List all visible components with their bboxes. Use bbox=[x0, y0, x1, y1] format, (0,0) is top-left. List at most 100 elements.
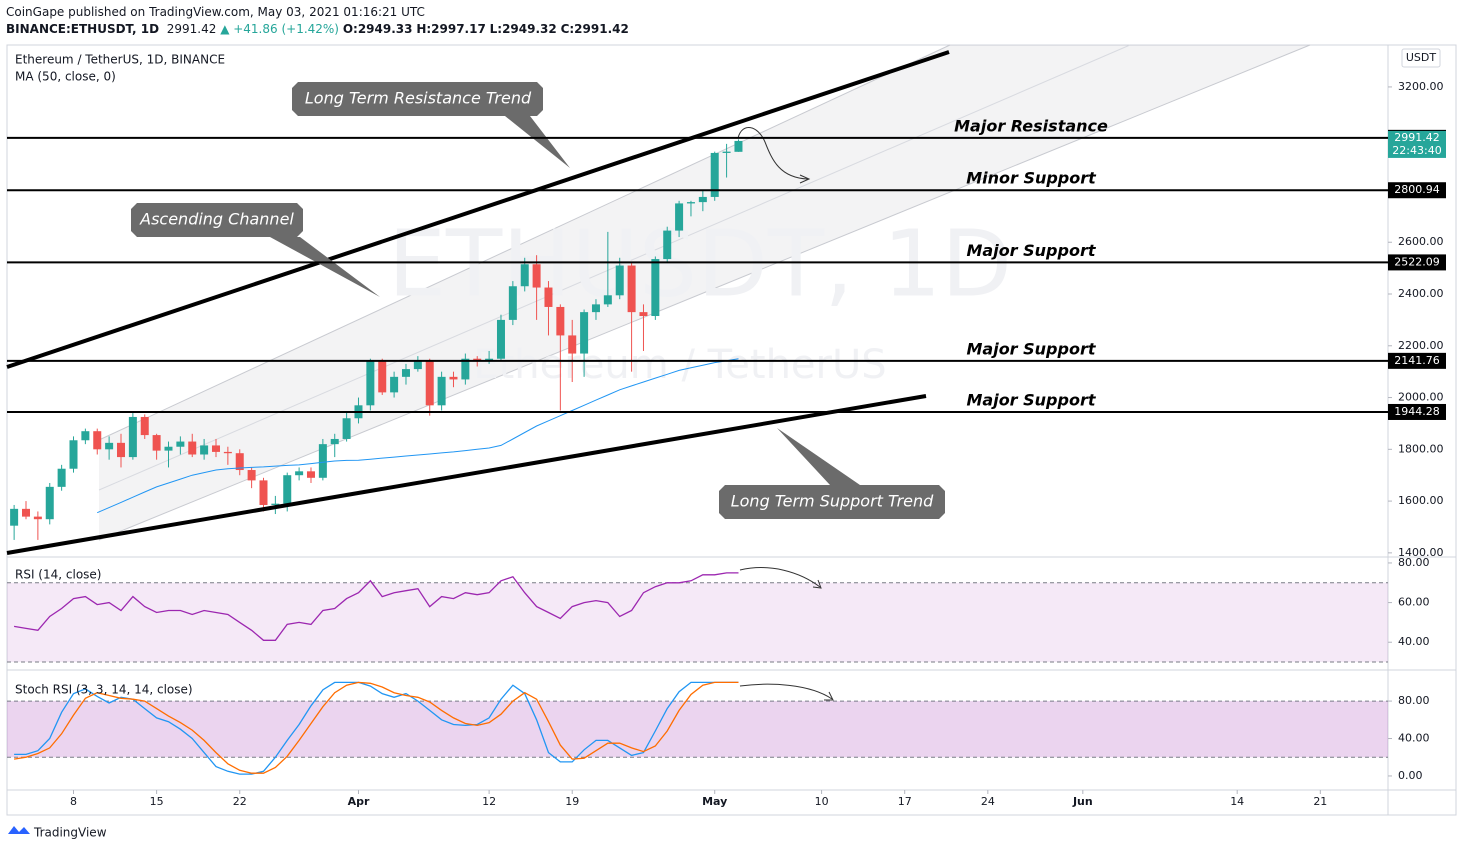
candle-body bbox=[152, 435, 161, 451]
high: H:2997.17 bbox=[416, 22, 486, 36]
arrow-head bbox=[824, 691, 834, 701]
x-tick-label: Jun bbox=[1072, 795, 1093, 808]
y-tick-label: 3200.00 bbox=[1398, 80, 1444, 93]
candle-body bbox=[69, 440, 78, 469]
candle-body bbox=[461, 358, 470, 380]
candle-body bbox=[556, 306, 565, 336]
candle-body bbox=[318, 444, 327, 478]
callout-box bbox=[131, 203, 380, 297]
last-price: 2991.42 bbox=[166, 22, 217, 36]
candle-body bbox=[211, 445, 220, 452]
candle-body bbox=[21, 508, 30, 517]
projection-arrow bbox=[739, 683, 833, 700]
x-tick-label: Apr bbox=[348, 795, 370, 808]
candle-body bbox=[390, 376, 399, 393]
logo-icon bbox=[8, 826, 30, 834]
candle-body bbox=[437, 376, 446, 406]
x-tick-label: 17 bbox=[898, 795, 912, 808]
arrow-head bbox=[812, 579, 822, 589]
frame bbox=[6, 44, 1457, 816]
x-tick-label: 14 bbox=[1230, 795, 1244, 808]
candle-body bbox=[686, 202, 695, 204]
candle-body bbox=[10, 508, 19, 526]
level-name: Major Support bbox=[966, 339, 1096, 358]
projection-arrow bbox=[737, 127, 809, 180]
countdown: 22:43:40 bbox=[1392, 144, 1441, 157]
currency-badge bbox=[1401, 48, 1441, 68]
x-tick-label: 15 bbox=[150, 795, 164, 808]
x-tick-label: 12 bbox=[482, 795, 496, 808]
logo-text: TradingView bbox=[33, 826, 107, 840]
publisher: CoinGape published on TradingView.com, M… bbox=[6, 5, 425, 19]
y-tick-label: 80.00 bbox=[1398, 694, 1430, 707]
last-price-badge bbox=[1388, 130, 1446, 158]
chart-title: Ethereum / TetherUS, 1D, BINANCE bbox=[15, 53, 225, 67]
candle-body bbox=[378, 361, 387, 393]
x-tick-label: May bbox=[702, 795, 727, 808]
candle-body bbox=[401, 369, 410, 377]
candle-body bbox=[45, 486, 54, 520]
candle-body bbox=[116, 442, 125, 458]
candle-body bbox=[663, 230, 672, 260]
candle-body bbox=[57, 468, 66, 487]
candle-body bbox=[235, 453, 244, 471]
resistance-trend-line bbox=[6, 50, 950, 369]
y-tick-label: 1600.00 bbox=[1398, 494, 1444, 507]
candle-body bbox=[330, 438, 339, 445]
marks-layer bbox=[10, 139, 743, 775]
candle-body bbox=[223, 451, 232, 454]
candle-body bbox=[591, 304, 600, 313]
support-trend-line bbox=[6, 394, 927, 555]
y-tick-label: 40.00 bbox=[1398, 732, 1430, 745]
candle-body bbox=[425, 361, 434, 406]
candle-body bbox=[342, 418, 351, 439]
callout-text: Long Term Support Trend bbox=[731, 492, 934, 511]
y-tick-label: 2000.00 bbox=[1398, 391, 1444, 404]
candle-body bbox=[520, 264, 529, 287]
ma-legend: MA (50, close, 0) bbox=[15, 70, 116, 84]
candle-body bbox=[544, 287, 553, 307]
callout-box bbox=[719, 428, 945, 519]
indicator-line bbox=[13, 681, 739, 774]
indicator-line bbox=[13, 572, 739, 641]
channel-edge bbox=[98, 44, 951, 441]
candle-body bbox=[33, 516, 42, 520]
y-tick-label: 1800.00 bbox=[1398, 442, 1444, 455]
header: CoinGape published on TradingView.com, M… bbox=[6, 4, 629, 38]
candle-body bbox=[200, 445, 209, 455]
level-price: 2522.09 bbox=[1394, 255, 1440, 268]
watermark: ETHUSDT, 1D bbox=[388, 210, 1012, 317]
candle-body bbox=[176, 441, 185, 447]
candle-body bbox=[105, 442, 114, 450]
stoch-title: Stoch RSI (3, 3, 14, 14, close) bbox=[15, 683, 193, 697]
candle-body bbox=[259, 480, 268, 505]
candle-body bbox=[734, 140, 743, 152]
candle-body bbox=[413, 361, 422, 370]
quote-line: BINANCE:ETHUSDT, 1D 2991.42 ▲ +41.86 (+1… bbox=[6, 21, 629, 38]
candle-body bbox=[247, 470, 256, 481]
callout-text: Long Term Resistance Trend bbox=[305, 89, 532, 108]
x-tick-label: 10 bbox=[815, 795, 829, 808]
candle-body bbox=[627, 265, 636, 313]
band-fill bbox=[7, 701, 1388, 758]
candle-body bbox=[698, 196, 707, 203]
callout-box bbox=[292, 82, 570, 168]
band-fill bbox=[7, 582, 1388, 663]
candle-body bbox=[580, 312, 589, 354]
candle-body bbox=[271, 503, 280, 505]
candle-body bbox=[675, 203, 684, 231]
level-name: Major Resistance bbox=[954, 116, 1108, 135]
y-tick-label: 1400.00 bbox=[1398, 546, 1444, 559]
symbol: BINANCE:ETHUSDT, 1D bbox=[6, 22, 160, 36]
x-tick-label: 24 bbox=[981, 795, 995, 808]
y-tick-label: 2400.00 bbox=[1398, 287, 1444, 300]
x-tick-label: 21 bbox=[1313, 795, 1327, 808]
candle-body bbox=[615, 265, 624, 296]
drawings-layer: Long Term Resistance Trend Ascending Cha… bbox=[6, 48, 1446, 840]
candle-body bbox=[508, 286, 517, 320]
level-name: Major Support bbox=[966, 241, 1096, 260]
y-tick-label: 80.00 bbox=[1398, 556, 1430, 569]
level-name: Major Support bbox=[966, 390, 1096, 409]
candle-body bbox=[295, 471, 304, 476]
channel-mid bbox=[98, 44, 1131, 491]
